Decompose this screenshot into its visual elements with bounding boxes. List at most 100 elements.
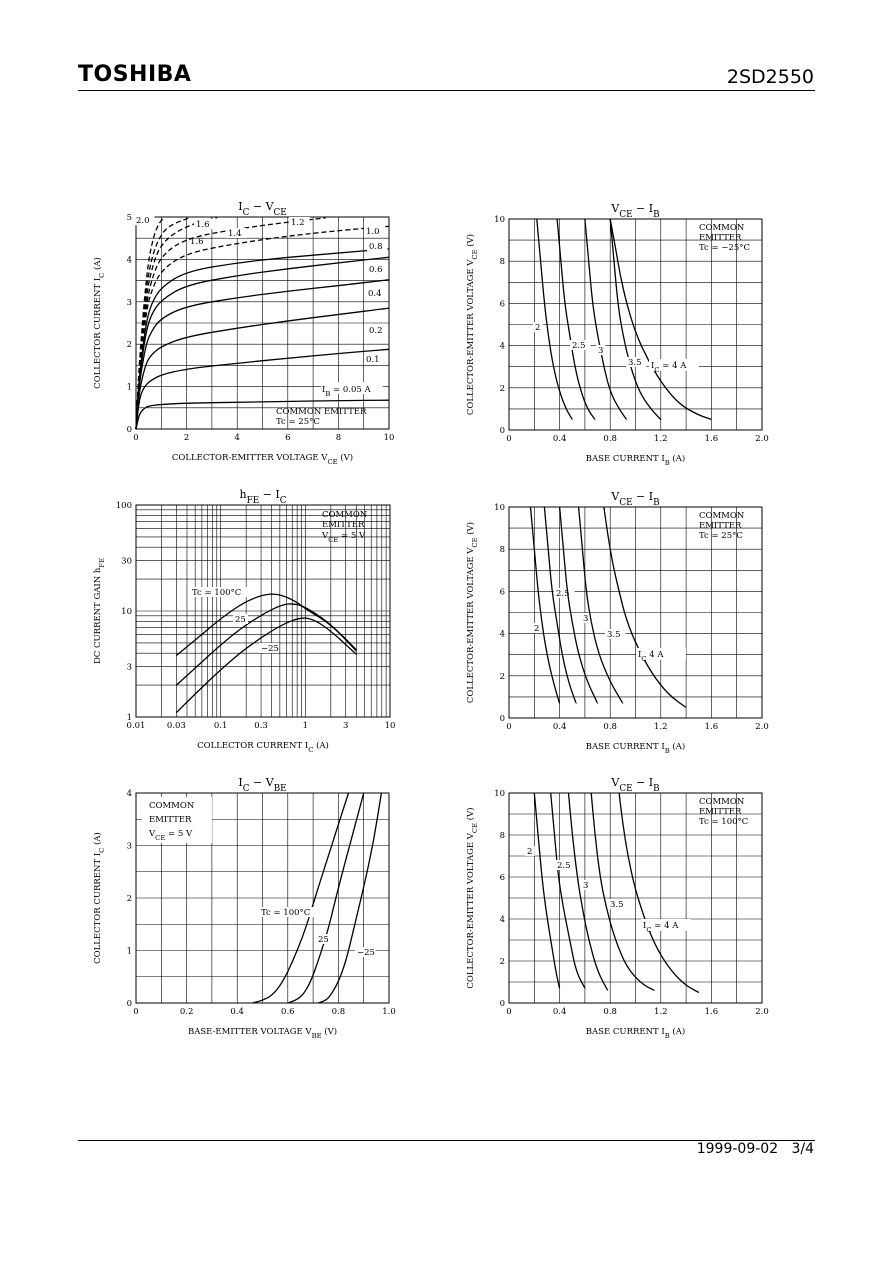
series-label-bg: [194, 219, 215, 229]
annotation-line: EMITTER: [699, 807, 742, 817]
chart-ic_vce: 0 2 4 6 8 10 0 1 2 3 4 5 IC − VCE COLLECTOR-EMITTER V…: [92, 200, 394, 466]
annotation-line: COMMON: [699, 511, 745, 521]
x-axis-label: BASE CURRENT IB (A): [586, 453, 685, 467]
series-line: [529, 506, 561, 704]
x-tick-label: 0.8: [603, 434, 617, 444]
series-label-bg: [367, 241, 388, 251]
series-label: 1.4: [228, 229, 242, 239]
grid: [509, 793, 762, 1003]
y-tick-label: 5: [127, 213, 132, 223]
y-tick-label: 100: [116, 501, 132, 511]
chart-vce_ib_100: 0 0.4 0.8 1.2 1.6 2.0 0 2 4 6 8 10 VCE − IB BASE CURR…: [465, 776, 769, 1040]
x-tick-label: 0.01: [127, 721, 146, 731]
series-label: 3.5: [607, 630, 621, 640]
x-tick-label: 0.6: [281, 1007, 295, 1017]
y-axis-label: COLLECTOR CURRENT IC (A): [92, 257, 106, 389]
grid: [136, 793, 389, 1003]
annotation-line: EMITTER: [699, 233, 742, 243]
x-tick-label: 1.2: [654, 434, 668, 444]
x-tick-label: 0.4: [230, 1007, 244, 1017]
y-axis-label: DC CURRENT GAIN hFE: [93, 558, 106, 664]
y-tick-label: 4: [127, 255, 132, 265]
y-tick-label: 0: [500, 426, 505, 436]
series-label: −25: [261, 644, 279, 654]
series-line: [135, 217, 218, 430]
y-tick-label: 4: [500, 342, 505, 352]
y-tick-label: 8: [500, 831, 505, 841]
x-axis-label: BASE CURRENT IB (A): [586, 1026, 685, 1040]
ib-note: IB = 0.05 A: [322, 385, 372, 398]
series-label-bg: [367, 325, 388, 335]
series-line: [556, 218, 596, 421]
series-label: 1.6: [190, 237, 204, 247]
series-label: 0.4: [368, 289, 382, 299]
series-label-bg: [608, 899, 629, 909]
x-tick-label: 10: [385, 721, 396, 731]
y-tick-label: 0: [127, 999, 132, 1009]
series-line: [558, 506, 599, 704]
series-label: 2.5: [556, 589, 570, 599]
x-tick-label: 1.0: [382, 1007, 396, 1017]
series-line: [175, 617, 357, 714]
series-label-bg: [226, 228, 247, 238]
chart-title: IC − VBE: [238, 776, 286, 794]
y-tick-label: 4: [500, 915, 505, 925]
annotation-line: Tc = 25°C: [699, 531, 743, 541]
x-tick-label: 8: [336, 433, 341, 443]
series-line: [135, 217, 327, 430]
series-label: 2.5: [557, 861, 571, 871]
y-tick-label: 10: [494, 789, 505, 799]
x-tick-label: 0: [506, 434, 511, 444]
series-label-bg: [367, 264, 388, 274]
x-axis-label: BASE-EMITTER VOLTAGE VBE (V): [188, 1026, 337, 1040]
y-tick-label: 2: [127, 340, 132, 350]
x-tick-label: 0.8: [603, 722, 617, 732]
y-tick-label: 2: [500, 384, 505, 394]
ic-note-bg: [641, 919, 691, 931]
series-label-bg: [289, 217, 310, 227]
x-tick-label: 4: [234, 433, 239, 443]
series-label-bg: [555, 860, 576, 870]
header-rule: [78, 90, 815, 91]
series-label: Tc = 100°C: [261, 908, 310, 918]
ic-note-bg: [636, 648, 686, 660]
x-tick-label: 0.1: [214, 721, 228, 731]
series-label-bg: [190, 587, 249, 597]
x-tick-label: 0.8: [603, 1007, 617, 1017]
annotation-line: COMMON: [149, 801, 195, 811]
series-label-bg: [366, 288, 387, 298]
footer-page: 3/4: [791, 1141, 814, 1157]
x-tick-label: 0.4: [553, 1007, 567, 1017]
y-tick-label: 1: [127, 713, 132, 723]
series-label: −25: [357, 948, 375, 958]
y-tick-label: 6: [500, 587, 505, 597]
x-tick-label: 0: [133, 433, 138, 443]
x-axis-label: COLLECTOR CURRENT IC (A): [197, 740, 329, 754]
y-tick-label: 3: [127, 298, 132, 308]
annotation-line: EMITTER: [699, 521, 742, 531]
series-label-bg: [581, 880, 591, 890]
series-label: 3: [598, 346, 603, 356]
grid: [136, 505, 390, 717]
annotation-line: COMMON EMITTER: [276, 407, 367, 417]
y-tick-label: 10: [494, 503, 505, 513]
series-label-bg: [554, 588, 575, 598]
y-tick-label: 4: [500, 630, 505, 640]
annotation-line: COMMON: [699, 223, 745, 233]
series-line: [252, 792, 350, 1004]
y-tick-label: 2: [500, 672, 505, 682]
ic-note: IC = 4 A: [643, 921, 679, 934]
series-label: 3: [583, 614, 588, 624]
series-label: 0.2: [369, 326, 383, 336]
y-tick-label: 8: [500, 545, 505, 555]
chart-title: IC − VCE: [238, 200, 286, 218]
annotation-line: Tc = −25°C: [699, 243, 750, 253]
annotation-line: COMMON: [322, 510, 368, 520]
x-tick-label: 1.6: [705, 434, 719, 444]
chart-title: VCE − IB: [610, 776, 659, 794]
series-label: 3: [583, 881, 588, 891]
series-label: 1.2: [291, 218, 305, 228]
series-label-bg: [525, 846, 535, 856]
x-tick-label: 6: [285, 433, 290, 443]
series-label-bg: [532, 623, 542, 633]
